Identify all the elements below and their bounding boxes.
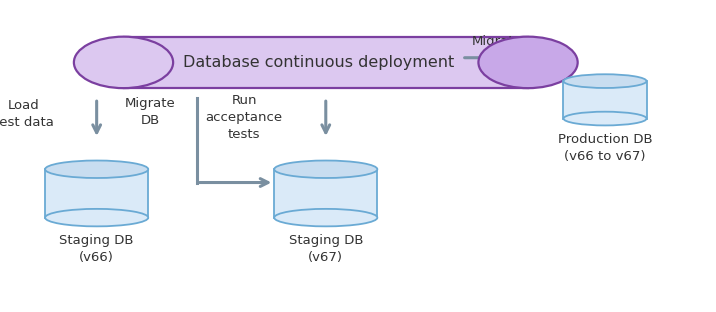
Ellipse shape xyxy=(45,160,148,178)
Text: Staging DB
(v67): Staging DB (v67) xyxy=(289,234,363,264)
Ellipse shape xyxy=(45,209,148,227)
Ellipse shape xyxy=(274,209,377,227)
Bar xyxy=(124,37,528,88)
Ellipse shape xyxy=(478,37,578,88)
Bar xyxy=(563,81,647,119)
Text: Production DB
(v66 to v67): Production DB (v66 to v67) xyxy=(558,133,652,163)
Text: Migrate: Migrate xyxy=(473,35,523,48)
Text: Migrate
DB: Migrate DB xyxy=(125,97,175,127)
Text: Database continuous deployment: Database continuous deployment xyxy=(183,55,454,70)
Ellipse shape xyxy=(274,160,377,178)
Bar xyxy=(274,169,377,218)
Bar xyxy=(45,169,148,218)
Text: Run
acceptance
tests: Run acceptance tests xyxy=(205,94,283,140)
Ellipse shape xyxy=(74,37,173,88)
Text: Staging DB
(v66): Staging DB (v66) xyxy=(59,234,134,264)
Ellipse shape xyxy=(563,74,647,88)
Text: Load
test data: Load test data xyxy=(0,99,54,129)
Ellipse shape xyxy=(563,112,647,125)
